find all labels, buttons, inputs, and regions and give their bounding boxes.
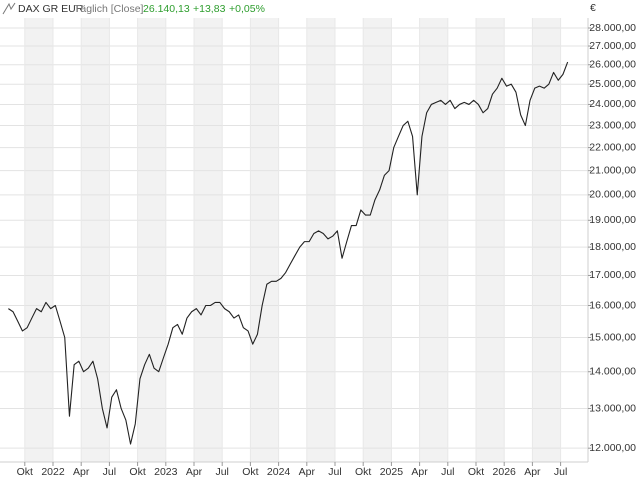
change: +13,83: [193, 3, 226, 15]
band: [194, 18, 223, 462]
band: [137, 18, 166, 462]
x-tick-label: Jul: [554, 466, 567, 478]
chart-title: DAX GR EUR: [18, 3, 84, 15]
band: [250, 18, 279, 462]
y-tick-label: 24.000,00: [589, 98, 636, 110]
band: [476, 18, 505, 462]
x-tick-label: Jul: [103, 466, 116, 478]
band: [24, 18, 53, 462]
plot: [8, 61, 569, 445]
band: [532, 18, 561, 462]
x-tick-label: Apr: [186, 466, 203, 478]
y-tick-label: 27.000,00: [589, 40, 636, 52]
x-tick-label: 2022: [41, 466, 65, 478]
x-tick-label: 2024: [267, 466, 291, 478]
chart-icon: [2, 2, 16, 15]
grid: [0, 18, 588, 462]
x-tick-label: Okt: [17, 466, 33, 478]
band: [81, 18, 110, 462]
axes: 12.000,00 13.000,00 14.000,00 15.000,00 16.0…: [17, 22, 637, 478]
x-tick-label: Okt: [468, 466, 484, 478]
y-tick-label: 13.000,00: [589, 402, 636, 414]
band: [363, 18, 392, 462]
y-tick-label: 19.000,00: [589, 214, 636, 226]
unit: €: [590, 2, 596, 14]
x-tick-label: Apr: [73, 466, 90, 478]
y-tick-label: 21.000,00: [589, 164, 636, 176]
y-tick-label: 23.000,00: [589, 119, 636, 131]
y-tick-label: 28.000,00: [589, 22, 636, 34]
y-tick-label: 18.000,00: [589, 241, 636, 253]
x-tick-label: Jul: [215, 466, 228, 478]
x-tick-label: 2026: [493, 466, 517, 478]
x-tick-label: Apr: [411, 466, 428, 478]
x-tick-label: Okt: [129, 466, 145, 478]
bands: [24, 18, 561, 462]
y-tick-label: 15.000,00: [589, 331, 636, 343]
x-tick-label: 2023: [154, 466, 178, 478]
y-tick-label: 17.000,00: [589, 269, 636, 281]
band: [419, 18, 448, 462]
y-tick-label: 12.000,00: [589, 442, 636, 454]
y-tick-label: 20.000,00: [589, 189, 636, 201]
x-tick-label: Okt: [242, 466, 258, 478]
x-tick-label: Apr: [524, 466, 541, 478]
x-tick-label: Apr: [299, 466, 316, 478]
x-tick-label: Jul: [328, 466, 341, 478]
band: [306, 18, 335, 462]
last-value: 26.140,13: [143, 3, 190, 15]
chart-subtitle: Täglich [Close]: [74, 3, 144, 15]
y-tick-label: 25.000,00: [589, 78, 636, 90]
x-tick-label: Okt: [355, 466, 371, 478]
y-tick-label: 14.000,00: [589, 366, 636, 378]
y-tick-label: 16.000,00: [589, 299, 636, 311]
x-tick-label: 2025: [380, 466, 404, 478]
y-tick-label: 22.000,00: [589, 141, 636, 153]
x-tick-label: Jul: [441, 466, 454, 478]
y-tick-label: 26.000,00: [589, 59, 636, 71]
change-percent: +0,05%: [229, 3, 265, 15]
price-line: [8, 61, 569, 445]
header-bar: [0, 0, 588, 17]
